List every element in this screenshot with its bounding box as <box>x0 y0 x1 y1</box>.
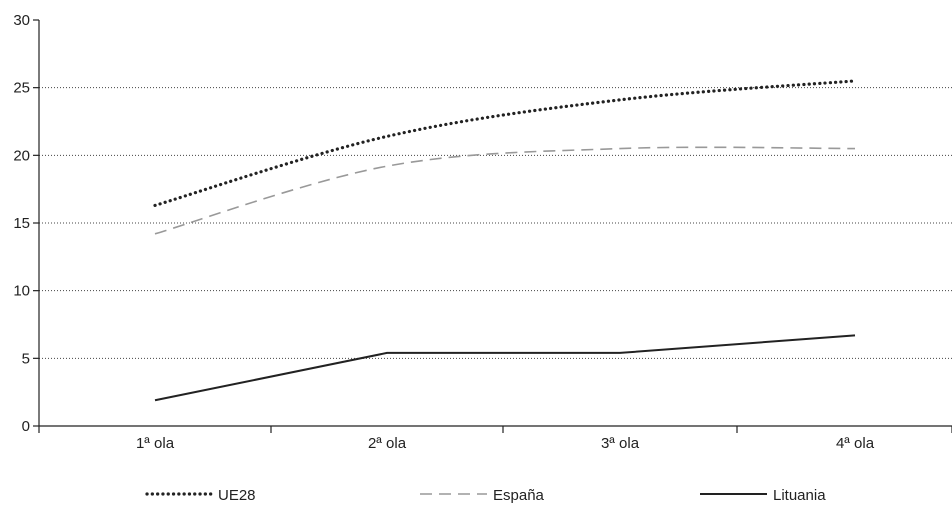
gridlines <box>39 88 952 359</box>
x-tick-label-2: 2ª ola <box>368 435 407 452</box>
y-tick-label-15: 15 <box>13 215 30 232</box>
y-axis-ticks: 0 5 10 15 20 25 30 <box>13 12 39 435</box>
legend: UE28 España Lituania <box>147 487 826 504</box>
series-line-españa <box>155 147 855 234</box>
x-tick-label-1: 1ª ola <box>136 435 175 452</box>
x-axis-ticks: 1ª ola 2ª ola 3ª ola 4ª ola <box>39 426 952 452</box>
legend-label-ue28: UE28 <box>218 487 256 504</box>
y-tick-label-0: 0 <box>22 418 30 435</box>
y-tick-label-20: 20 <box>13 147 30 164</box>
legend-label-lituania: Lituania <box>773 487 826 504</box>
series-line-ue28 <box>155 81 855 206</box>
y-tick-label-25: 25 <box>13 80 30 97</box>
series-line-lituania <box>155 335 855 400</box>
y-tick-label-30: 30 <box>13 12 30 29</box>
y-tick-label-5: 5 <box>22 350 30 367</box>
x-tick-label-3: 3ª ola <box>601 435 640 452</box>
legend-label-españa: España <box>493 487 545 504</box>
series-lines <box>155 81 855 400</box>
y-tick-label-10: 10 <box>13 283 30 300</box>
x-tick-label-4: 4ª ola <box>836 435 875 452</box>
